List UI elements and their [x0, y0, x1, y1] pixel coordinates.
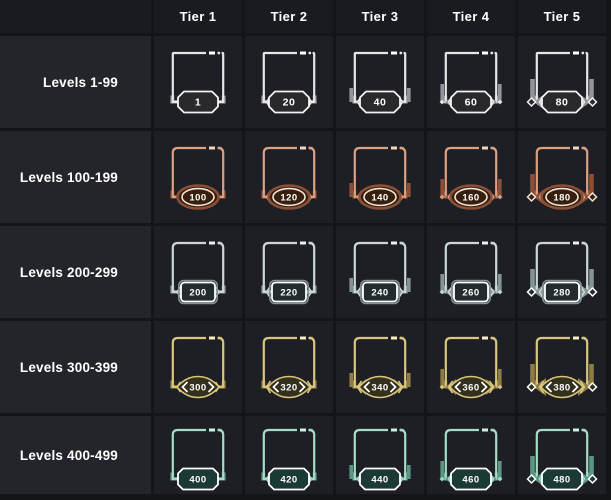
border-cell: 300 — [154, 321, 242, 413]
svg-text:280: 280 — [553, 288, 570, 299]
border-cell: 260 — [427, 226, 515, 318]
svg-text:120: 120 — [280, 193, 297, 204]
svg-text:440: 440 — [371, 475, 388, 486]
svg-text:300: 300 — [189, 383, 206, 394]
svg-text:180: 180 — [553, 193, 570, 204]
level-border-icon: 180 — [526, 146, 598, 210]
border-cell: 80 — [518, 36, 606, 128]
level-border-icon: 460 — [439, 428, 503, 491]
border-cell: 60 — [427, 36, 515, 128]
svg-text:40: 40 — [374, 97, 387, 109]
header-tier-5: Tier 5 — [518, 0, 606, 33]
level-border-icon: 40 — [349, 51, 411, 114]
border-cell: 420 — [245, 416, 333, 494]
level-border-icon: 340 — [349, 336, 411, 399]
svg-text:420: 420 — [280, 475, 297, 486]
svg-text:220: 220 — [280, 288, 297, 299]
level-border-icon: 480 — [526, 428, 598, 491]
border-cell: 220 — [245, 226, 333, 318]
level-border-icon: 80 — [526, 51, 598, 114]
border-cell: 160 — [427, 131, 515, 223]
border-cell: 180 — [518, 131, 606, 223]
svg-text:160: 160 — [462, 193, 479, 204]
row-label-levels-100-199: Levels 100-199 — [0, 131, 151, 223]
svg-text:320: 320 — [280, 383, 297, 394]
border-cell: 1 — [154, 36, 242, 128]
border-cell: 120 — [245, 131, 333, 223]
header-tier-4: Tier 4 — [427, 0, 515, 33]
svg-text:360: 360 — [462, 383, 479, 394]
border-cell: 380 — [518, 321, 606, 413]
svg-text:200: 200 — [189, 288, 206, 299]
level-border-icon: 120 — [261, 146, 317, 210]
level-border-icon: 200 — [170, 241, 226, 305]
svg-text:140: 140 — [371, 193, 388, 204]
row-label-levels-400-499: Levels 400-499 — [0, 416, 151, 494]
svg-text:240: 240 — [371, 288, 388, 299]
level-border-icon: 60 — [439, 51, 503, 114]
level-border-icon: 400 — [170, 428, 226, 491]
level-border-icon: 140 — [349, 146, 411, 210]
level-border-icon: 220 — [261, 241, 317, 305]
row-label-levels-1-99: Levels 1-99 — [0, 36, 151, 128]
border-cell: 40 — [336, 36, 424, 128]
level-border-icon: 300 — [170, 336, 226, 399]
border-cell: 340 — [336, 321, 424, 413]
border-cell: 360 — [427, 321, 515, 413]
svg-text:260: 260 — [462, 288, 479, 299]
level-border-icon: 1 — [170, 51, 226, 114]
row-label-levels-300-399: Levels 300-399 — [0, 321, 151, 413]
level-border-icon: 160 — [439, 146, 503, 210]
header-tier-3: Tier 3 — [336, 0, 424, 33]
svg-text:1: 1 — [195, 97, 201, 109]
svg-text:380: 380 — [553, 383, 570, 394]
header-tier-2: Tier 2 — [245, 0, 333, 33]
border-cell: 280 — [518, 226, 606, 318]
level-border-icon: 360 — [439, 336, 503, 399]
level-border-icon: 240 — [349, 241, 411, 305]
header-tier-1: Tier 1 — [154, 0, 242, 33]
border-cell: 400 — [154, 416, 242, 494]
svg-text:480: 480 — [553, 475, 570, 486]
svg-text:80: 80 — [556, 97, 569, 109]
border-cell: 480 — [518, 416, 606, 494]
level-border-icon: 20 — [261, 51, 317, 114]
svg-text:400: 400 — [189, 475, 206, 486]
level-border-icon: 440 — [349, 428, 411, 491]
level-border-icon: 380 — [526, 336, 598, 399]
border-cell: 440 — [336, 416, 424, 494]
row-label-levels-200-299: Levels 200-299 — [0, 226, 151, 318]
level-border-icon: 320 — [261, 336, 317, 399]
header-corner-cell — [0, 0, 151, 33]
svg-text:460: 460 — [462, 475, 479, 486]
border-cell: 200 — [154, 226, 242, 318]
border-cell: 100 — [154, 131, 242, 223]
level-border-icon: 280 — [526, 241, 598, 305]
border-cell: 20 — [245, 36, 333, 128]
border-cell: 240 — [336, 226, 424, 318]
level-border-icon: 260 — [439, 241, 503, 305]
svg-text:60: 60 — [465, 97, 478, 109]
level-border-icon: 420 — [261, 428, 317, 491]
border-cell: 320 — [245, 321, 333, 413]
level-border-icon: 100 — [170, 146, 226, 210]
border-cell: 140 — [336, 131, 424, 223]
border-cell: 460 — [427, 416, 515, 494]
svg-text:340: 340 — [371, 383, 388, 394]
svg-text:100: 100 — [189, 193, 206, 204]
level-borders-grid: Tier 1 Tier 2 Tier 3 Tier 4 Tier 5 Level… — [0, 0, 606, 494]
svg-text:20: 20 — [283, 97, 296, 109]
